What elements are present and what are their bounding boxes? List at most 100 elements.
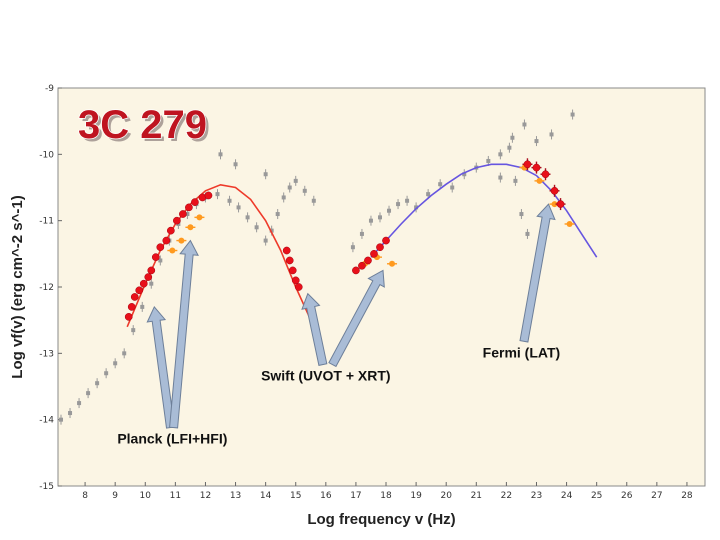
archival-point [218, 152, 223, 157]
data-point [144, 273, 153, 281]
archival-point [311, 198, 316, 203]
x-tick-label: 17 [350, 491, 361, 501]
highlighted-data [124, 158, 575, 321]
archival-point [254, 225, 259, 230]
archival-point [122, 351, 127, 356]
data-point [550, 186, 559, 195]
x-tick-label: 14 [260, 491, 272, 501]
archival-point [104, 371, 109, 376]
archival-point [414, 205, 419, 210]
archival-point [86, 391, 91, 396]
data-point [166, 226, 175, 235]
y-tick-label: -9 [45, 84, 54, 94]
x-tick-label: 23 [531, 491, 542, 501]
data-point [127, 303, 136, 311]
x-tick-label: 20 [440, 491, 452, 501]
data-point [151, 253, 160, 261]
archival-point [233, 162, 238, 167]
archival-point [140, 304, 145, 309]
annotation-arrow [301, 292, 328, 366]
archival-point [113, 361, 118, 366]
annotation-label: Fermi (LAT) [483, 344, 561, 360]
archival-point [368, 218, 373, 223]
x-tick-label: 9 [112, 491, 118, 501]
archival-point [570, 112, 575, 117]
data-point [285, 256, 294, 265]
archival-point [68, 411, 73, 416]
archival-point [498, 152, 503, 157]
annotation-arrow [519, 203, 556, 343]
archival-point [302, 188, 307, 193]
data-point [179, 210, 187, 218]
chart-title-shadow: 3C 279 [81, 106, 210, 150]
y-tick-label: -14 [39, 416, 54, 426]
x-tick-label: 25 [591, 491, 602, 501]
alt-epoch-point [536, 177, 543, 184]
alt-epoch-point [169, 247, 176, 254]
data-point [139, 279, 148, 288]
data-point [370, 249, 378, 258]
x-tick-label: 18 [380, 491, 392, 501]
data-point [130, 293, 139, 301]
x-tick-label: 15 [290, 491, 301, 501]
y-tick-label: -11 [39, 217, 54, 227]
axis-ticks: 8 9 10 11 12 13 14 15 16 17 18 19 20 21 22 23 24 25 26 27 28… [39, 84, 693, 501]
x-tick-label: 8 [82, 491, 88, 501]
archival-point [236, 205, 241, 210]
y-axis-title: Log vf(v) (erg cm^-2 s^-1) [9, 195, 26, 378]
archival-point [263, 238, 268, 243]
data-point [556, 200, 565, 208]
archival-point [426, 192, 431, 197]
x-tick-label: 19 [410, 491, 422, 501]
data-point [124, 313, 133, 321]
archival-point [462, 172, 467, 177]
y-tick-label: -12 [39, 283, 54, 293]
archival-point [245, 215, 250, 220]
annotation-arrows: Planck (LFI+HFI) Swift (UVOT + XRT) Fermi … [117, 203, 561, 447]
data-point [191, 198, 199, 206]
archival-point [185, 212, 190, 217]
alt-epoch-point [178, 237, 185, 244]
annotation-arrow [328, 269, 385, 368]
data-point [288, 266, 297, 275]
data-point [162, 236, 171, 245]
y-tick-label: -10 [39, 150, 54, 160]
archival-point [377, 215, 382, 220]
archival-point [149, 281, 154, 286]
archival-point [522, 122, 527, 127]
data-point [382, 236, 390, 245]
x-tick-label: 22 [501, 491, 512, 501]
data-point [204, 191, 213, 200]
archival-point [519, 212, 524, 217]
x-tick-label: 10 [140, 491, 152, 501]
alt-epoch-point [566, 220, 573, 227]
archival-point [281, 195, 286, 200]
data-point [291, 276, 300, 285]
archival-point [287, 185, 292, 190]
archival-point [450, 185, 455, 190]
x-tick-label: 28 [681, 491, 693, 501]
alt-epoch-point [187, 224, 194, 231]
x-tick-label: 11 [170, 491, 181, 501]
x-tick-label: 13 [230, 491, 241, 501]
data-point [541, 170, 550, 179]
archival-point [215, 192, 220, 197]
archival-point [275, 212, 280, 217]
data-point [523, 160, 532, 169]
archival-point [359, 231, 364, 236]
archival-point [95, 381, 100, 386]
archival-point [510, 135, 515, 140]
archival-point [158, 258, 163, 263]
annotation-arrow [169, 239, 199, 429]
archival-point [549, 132, 554, 137]
archival-point [350, 245, 355, 250]
archival-point [498, 175, 503, 180]
x-tick-label: 27 [651, 491, 662, 501]
archival-point [486, 158, 491, 163]
alt-epoch-point [196, 214, 203, 221]
data-point [358, 261, 366, 270]
archival-point [131, 328, 136, 333]
data-point [364, 256, 372, 265]
x-tick-label: 24 [561, 491, 573, 501]
